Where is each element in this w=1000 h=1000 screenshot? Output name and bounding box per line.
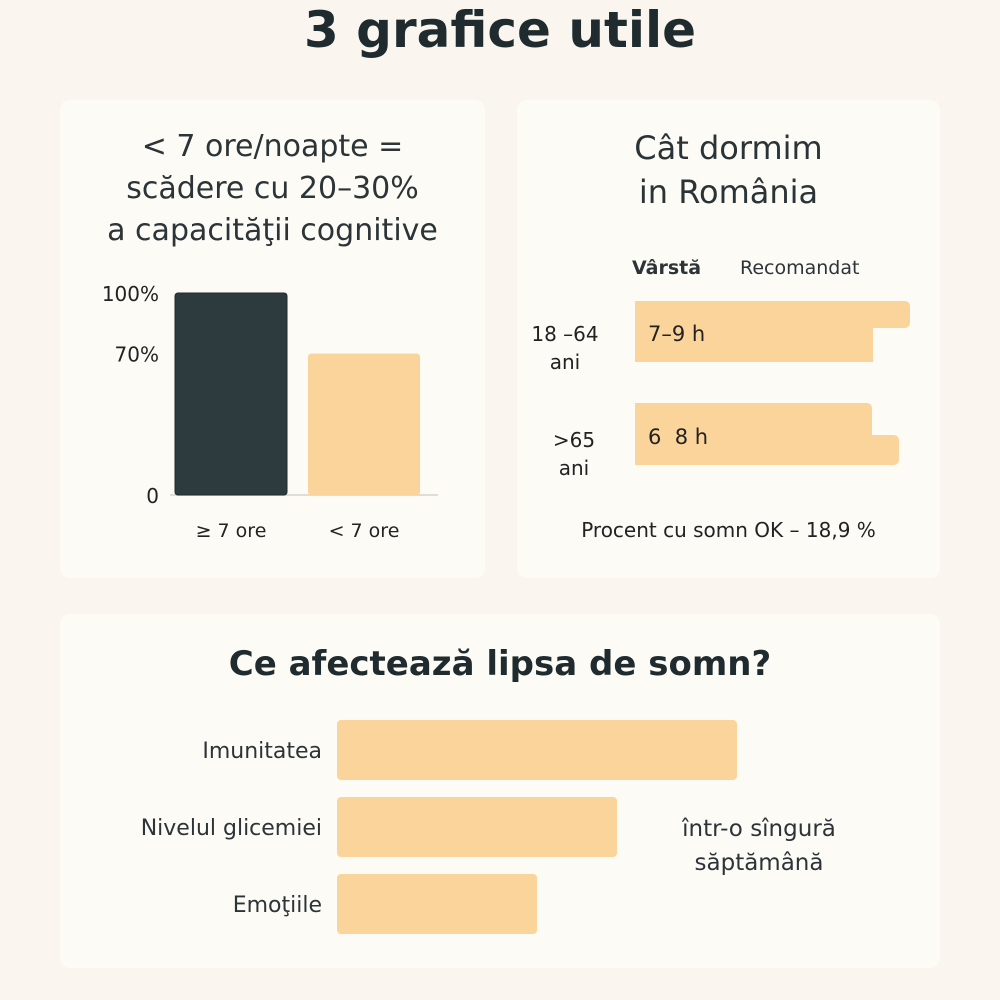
age-adults-line-1: 18 –64 <box>531 322 599 346</box>
age-group-seniors: >65 ani <box>534 426 614 482</box>
cognitive-title-line-2: scădere cu 20–30% <box>126 171 419 206</box>
cognitive-card-title: < 7 ore/noapte = scădere cu 20–30% a cap… <box>60 126 485 252</box>
effect-category-label: Emoţiile <box>233 893 322 918</box>
y-tick-label: 70% <box>115 343 159 367</box>
cognitive-capacity-card: < 7 ore/noapte = scădere cu 20–30% a cap… <box>60 100 485 578</box>
romania-card-title: Cât dormim in România <box>517 126 940 214</box>
x-tick-label: ≥ 7 ore <box>196 520 267 542</box>
sleep-ok-percentage: Procent cu somn OK – 18,9 % <box>581 518 876 542</box>
effect-category-label: Imunitatea <box>202 739 322 764</box>
range-label-seniors: 6 8 h <box>648 425 709 449</box>
column-header-recommended: Recomandat <box>740 257 860 279</box>
effect-bar-1 <box>337 797 617 857</box>
range-bar-adults <box>635 301 910 362</box>
effect-bar-0 <box>337 720 737 780</box>
effects-card-title: Ce afectează lipsa de somn? <box>228 644 772 684</box>
romania-title-line-1: Cât dormim <box>634 129 823 167</box>
bar-1 <box>308 353 420 495</box>
timeframe-note-line-2: săptămână <box>694 850 824 876</box>
romania-title-line-2: in România <box>638 173 819 211</box>
effect-bar-2 <box>337 874 537 934</box>
y-tick-label: 0 <box>146 484 159 508</box>
effect-category-label: Nivelul glicemiei <box>141 816 322 841</box>
cognitive-bar-chart: ≥ 7 ore < 7 ore 0 70% 100% <box>102 282 438 542</box>
column-header-age: Vârstă <box>632 257 702 279</box>
x-tick-label: < 7 ore <box>329 520 400 542</box>
romania-sleep-card: Cât dormim in România Vârstă Recomandat … <box>517 100 940 578</box>
range-label-adults: 7–9 h <box>648 322 706 346</box>
sleep-loss-effects-card: Ce afectează lipsa de somn? Imunitatea Ni… <box>60 614 940 968</box>
age-seniors-line-2: ani <box>558 456 590 480</box>
age-adults-line-2: ani <box>549 350 581 374</box>
cognitive-title-line-1: < 7 ore/noapte = <box>141 129 404 164</box>
timeframe-note: într-o sîngură săptămână <box>664 812 854 880</box>
effects-bar-chart: Imunitatea Nivelul glicemiei Emoţiile <box>141 720 737 934</box>
y-tick-label: 100% <box>102 282 159 306</box>
bar-0 <box>174 292 288 496</box>
timeframe-note-line-1: într-o sîngură <box>682 816 836 842</box>
cognitive-title-line-3: a capacităţii cognitive <box>107 213 438 248</box>
recommended-range-bars <box>635 301 910 465</box>
age-group-adults: 18 –64 ani <box>525 320 605 376</box>
range-bar-seniors <box>635 403 899 465</box>
page-title: 3 grafice utile <box>303 1 697 59</box>
age-seniors-line-1: >65 <box>552 428 596 452</box>
